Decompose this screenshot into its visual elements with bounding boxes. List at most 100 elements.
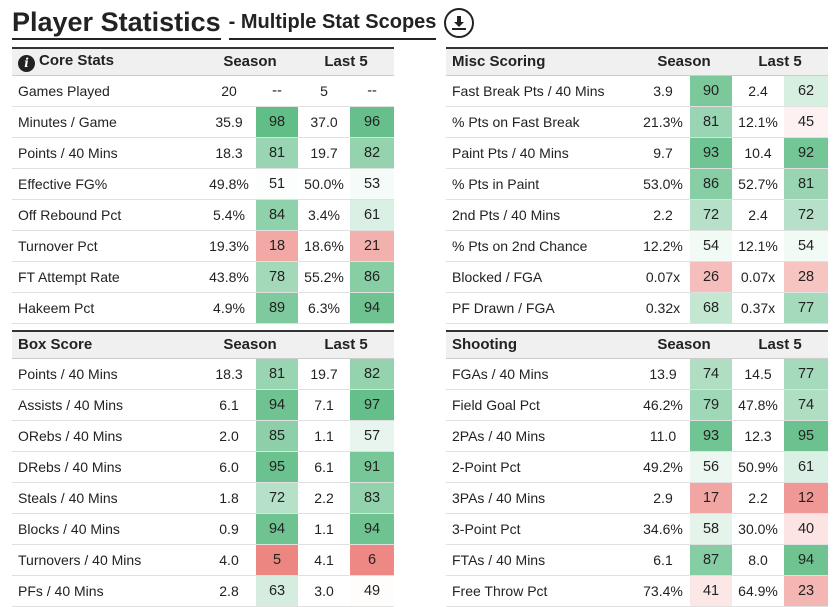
season-percentile: 94 [256,513,299,545]
season-value: 34.6% [636,513,690,545]
season-value: 6.0 [202,451,256,483]
stat-label: PF Drawn / FGA [446,292,636,324]
last5-percentile: 28 [784,261,829,293]
misc-scoring-panel: Misc Scoring Season Last 5 Fast Break Pts /… [446,47,829,324]
panel-title: Shooting [446,330,636,359]
season-percentile: 51 [256,168,299,200]
stat-label: Blocked / FGA [446,261,636,293]
season-value: 6.1 [636,544,690,576]
last5-percentile: 12 [784,482,829,514]
last5-value: 10.4 [732,137,785,169]
season-value: 9.7 [636,137,690,169]
shooting-panel: Shooting Season Last 5 FGAs / 40 Mins 13.9 74… [446,330,829,607]
last5-value: 47.8% [732,389,785,421]
panel-title-label: Misc Scoring [452,53,546,71]
table-row: Blocks / 40 Mins 0.9 94 1.1 94 [12,513,395,545]
info-icon[interactable]: i [18,54,35,72]
stat-label: Points / 40 Mins [12,358,202,390]
last5-value: 2.2 [298,482,351,514]
season-value: 1.8 [202,482,256,514]
last5-value: 0.07x [732,261,785,293]
stat-label: 2PAs / 40 Mins [446,420,636,452]
table-row: Points / 40 Mins 18.3 81 19.7 82 [12,137,395,169]
table-row: Paint Pts / 40 Mins 9.7 93 10.4 92 [446,137,829,169]
last5-percentile: 61 [350,199,395,231]
last5-column-header[interactable]: Last 5 [298,47,395,76]
last5-percentile: -- [350,75,395,107]
season-column-header[interactable]: Season [202,330,299,359]
box-score-panel: Box Score Season Last 5 Points / 40 Mins 18.… [12,330,395,607]
table-row: PF Drawn / FGA 0.32x 68 0.37x 77 [446,292,829,324]
table-row: 3PAs / 40 Mins 2.9 17 2.2 12 [446,482,829,514]
last5-percentile: 62 [784,75,829,107]
stat-label: Fast Break Pts / 40 Mins [446,75,636,107]
stat-label: PFs / 40 Mins [12,575,202,607]
season-percentile: 93 [690,420,733,452]
download-icon[interactable] [444,8,475,38]
last5-percentile: 74 [784,389,829,421]
season-percentile: 63 [256,575,299,607]
season-column-header[interactable]: Season [202,47,299,76]
table-row: Minutes / Game 35.9 98 37.0 96 [12,106,395,138]
box-score-table: Box Score Season Last 5 Points / 40 Mins 18.… [12,330,395,607]
last5-percentile: 57 [350,420,395,452]
season-column-header[interactable]: Season [636,330,733,359]
last5-value: 2.4 [732,199,785,231]
last5-percentile: 82 [350,358,395,390]
table-row: Turnovers / 40 Mins 4.0 5 4.1 6 [12,544,395,576]
table-row: Blocked / FGA 0.07x 26 0.07x 28 [446,261,829,293]
table-row: FT Attempt Rate 43.8% 78 55.2% 86 [12,261,395,293]
table-header-row: Box Score Season Last 5 [12,330,395,359]
last5-value: 19.7 [298,137,351,169]
season-percentile: 86 [690,168,733,200]
table-row: % Pts in Paint 53.0% 86 52.7% 81 [446,168,829,200]
last5-value: 3.0 [298,575,351,607]
season-value: 2.2 [636,199,690,231]
last5-column-header[interactable]: Last 5 [732,330,829,359]
season-percentile: 72 [690,199,733,231]
season-value: 5.4% [202,199,256,231]
last5-percentile: 49 [350,575,395,607]
season-percentile: 58 [690,513,733,545]
stat-label: Free Throw Pct [446,575,636,607]
season-value: 53.0% [636,168,690,200]
table-row: % Pts on 2nd Chance 12.2% 54 12.1% 54 [446,230,829,262]
last5-value: 2.4 [732,75,785,107]
page-title: Player Statistics [12,6,221,40]
season-percentile: 98 [256,106,299,138]
table-row: Hakeem Pct 4.9% 89 6.3% 94 [12,292,395,324]
season-percentile: 54 [690,230,733,262]
season-value: 20 [202,75,256,107]
last5-percentile: 94 [784,544,829,576]
table-row: FGAs / 40 Mins 13.9 74 14.5 77 [446,358,829,390]
last5-value: 1.1 [298,513,351,545]
last5-percentile: 81 [784,168,829,200]
table-row: FTAs / 40 Mins 6.1 87 8.0 94 [446,544,829,576]
table-row: Field Goal Pct 46.2% 79 47.8% 74 [446,389,829,421]
last5-percentile: 83 [350,482,395,514]
table-row: Turnover Pct 19.3% 18 18.6% 21 [12,230,395,262]
last5-value: 12.3 [732,420,785,452]
last5-percentile: 91 [350,451,395,483]
season-percentile: 93 [690,137,733,169]
core-stats-table: i Core Stats Season Last 5 Games Played 20 -- 5… [12,47,395,324]
season-percentile: 68 [690,292,733,324]
last5-column-header[interactable]: Last 5 [298,330,395,359]
last5-percentile: 94 [350,292,395,324]
last5-value: 55.2% [298,261,351,293]
season-column-header[interactable]: Season [636,47,733,76]
misc-scoring-table: Misc Scoring Season Last 5 Fast Break Pts /… [446,47,829,324]
last5-percentile: 96 [350,106,395,138]
table-row: % Pts on Fast Break 21.3% 81 12.1% 45 [446,106,829,138]
page-header: Player Statistics - Multiple Stat Scopes [12,4,475,42]
stat-label: % Pts on Fast Break [446,106,636,138]
panel-title: Box Score [12,330,202,359]
stat-label: 2-Point Pct [446,451,636,483]
season-percentile: 41 [690,575,733,607]
season-percentile: 17 [690,482,733,514]
last5-column-header[interactable]: Last 5 [732,47,829,76]
last5-percentile: 45 [784,106,829,138]
table-header-row: Misc Scoring Season Last 5 [446,47,829,76]
table-row: 3-Point Pct 34.6% 58 30.0% 40 [446,513,829,545]
last5-percentile: 72 [784,199,829,231]
